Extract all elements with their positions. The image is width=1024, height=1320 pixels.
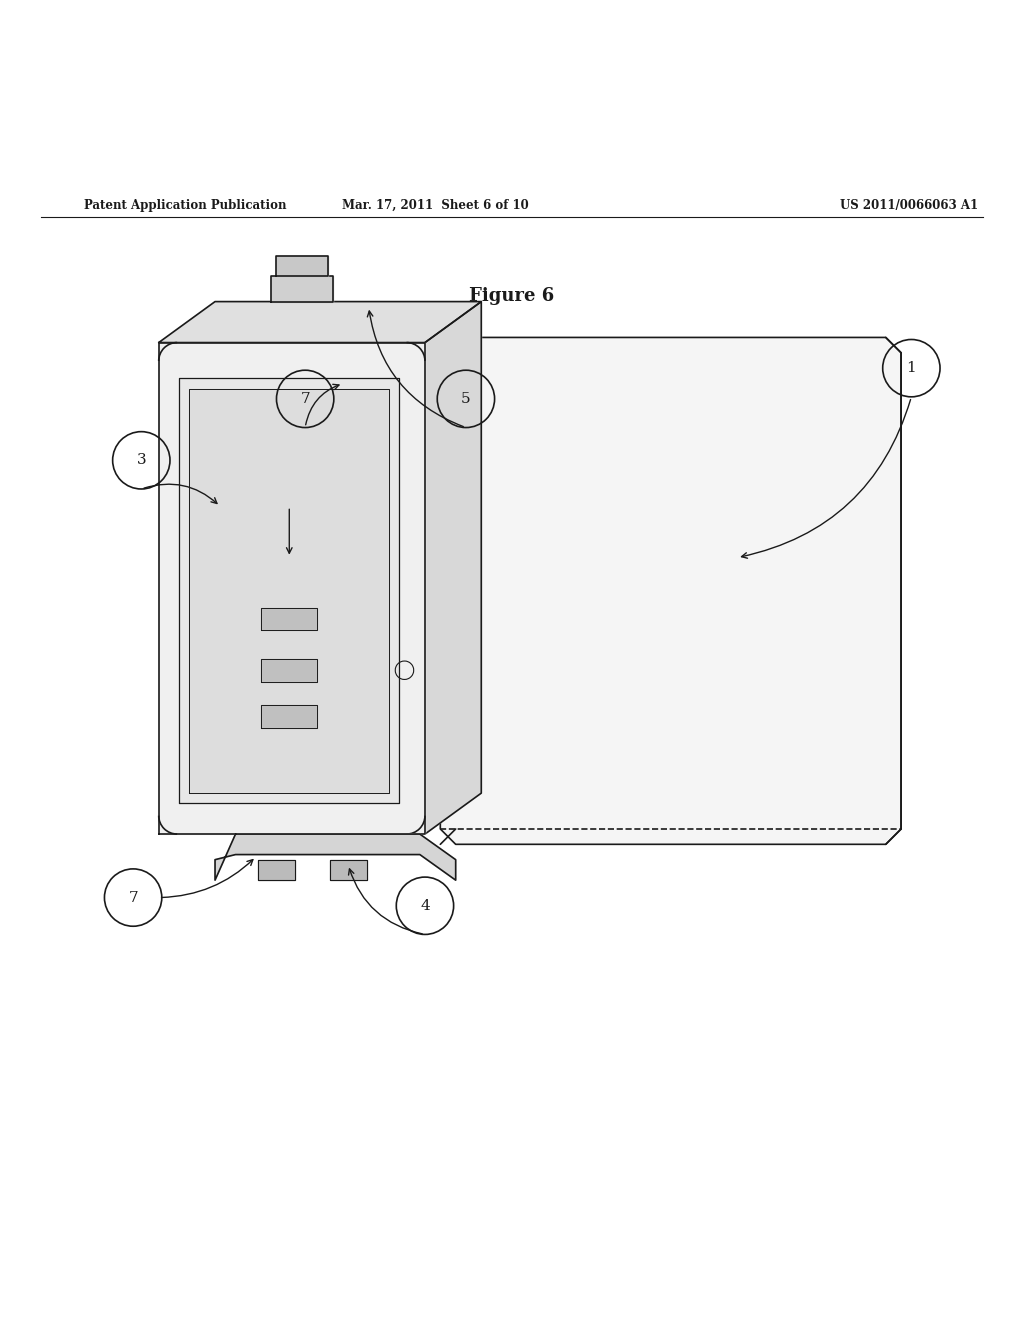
Text: 1: 1 xyxy=(906,362,916,375)
Polygon shape xyxy=(189,388,389,793)
Polygon shape xyxy=(215,301,481,793)
Polygon shape xyxy=(276,256,328,276)
Text: 3: 3 xyxy=(136,453,146,467)
Polygon shape xyxy=(330,859,367,880)
Text: Patent Application Publication: Patent Application Publication xyxy=(84,199,287,211)
Text: US 2011/0066063 A1: US 2011/0066063 A1 xyxy=(840,199,978,211)
Polygon shape xyxy=(258,859,295,880)
Text: Mar. 17, 2011  Sheet 6 of 10: Mar. 17, 2011 Sheet 6 of 10 xyxy=(342,199,528,211)
Polygon shape xyxy=(425,301,481,834)
Polygon shape xyxy=(271,276,333,301)
Polygon shape xyxy=(159,343,425,834)
Text: 7: 7 xyxy=(128,891,138,904)
Polygon shape xyxy=(159,301,481,343)
Polygon shape xyxy=(215,834,456,880)
Polygon shape xyxy=(261,705,317,727)
Text: 7: 7 xyxy=(300,392,310,405)
Polygon shape xyxy=(261,607,317,631)
Polygon shape xyxy=(261,659,317,681)
Text: 4: 4 xyxy=(420,899,430,912)
Polygon shape xyxy=(179,379,399,804)
Polygon shape xyxy=(440,338,901,845)
Text: Figure 6: Figure 6 xyxy=(469,288,555,305)
Text: 5: 5 xyxy=(461,392,471,405)
